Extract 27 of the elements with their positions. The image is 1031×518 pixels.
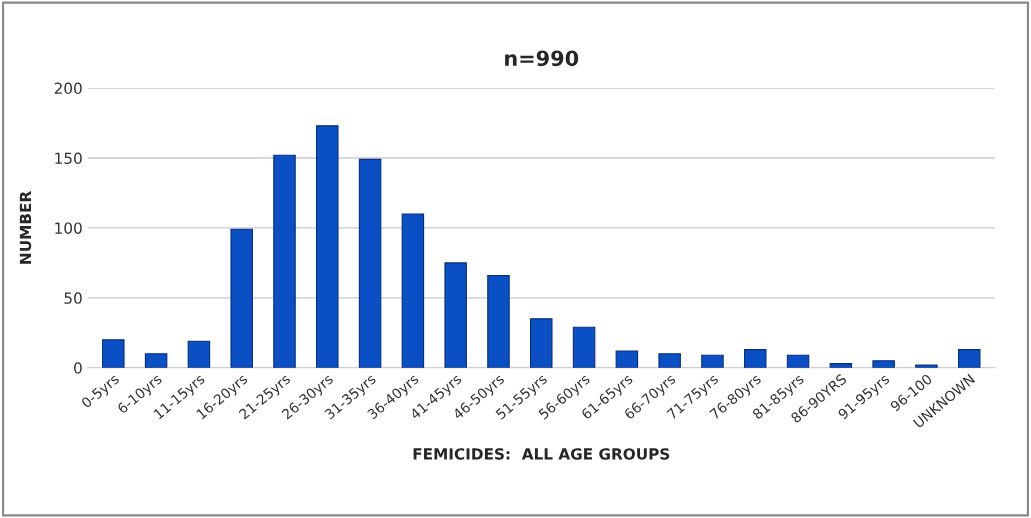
bar — [273, 154, 296, 368]
bar — [316, 125, 339, 368]
bar — [144, 353, 168, 368]
bar — [358, 158, 382, 368]
bar — [530, 318, 553, 368]
bar — [187, 340, 211, 368]
bar — [658, 353, 681, 368]
bar — [230, 228, 253, 368]
bar — [487, 274, 510, 368]
bar — [744, 349, 767, 368]
y-tick-label: 0 — [74, 362, 82, 374]
bar — [872, 360, 895, 368]
bar — [102, 339, 125, 368]
y-tick-label: 200 — [54, 82, 82, 95]
y-axis-title: NUMBER — [19, 191, 32, 264]
bar — [401, 213, 425, 368]
y-tick-label: 100 — [55, 222, 82, 234]
bar — [572, 326, 596, 368]
bar — [957, 349, 981, 368]
bar — [915, 364, 938, 368]
y-tick-label: 150 — [55, 152, 82, 165]
bar — [701, 354, 724, 368]
chart-title: n=990 — [505, 50, 579, 67]
bar — [615, 350, 639, 368]
y-tick-label: 50 — [64, 292, 82, 304]
x-axis-title: FEMICIDES: ALL AGE GROUPS — [413, 448, 670, 460]
bar — [444, 262, 467, 368]
